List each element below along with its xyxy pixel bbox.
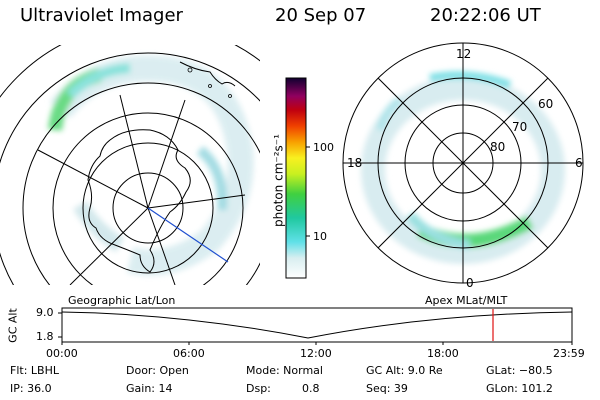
- altitude-tick-1-8: 1.8: [36, 330, 54, 343]
- info-ip: IP: 36.0: [10, 382, 52, 395]
- altitude-curve: [61, 311, 573, 339]
- altitude-tick-9: 9.0: [36, 306, 54, 319]
- geo-aurora: [48, 55, 254, 276]
- info-gain: Gain: 14: [126, 382, 173, 395]
- info-door: Door: Open: [126, 364, 189, 377]
- info-mode: Mode: Normal: [246, 364, 323, 377]
- islands: [187, 67, 232, 98]
- meridian-line: [147, 207, 229, 263]
- south-america-coast: [179, 61, 236, 87]
- info-glat: GLat: −80.5: [486, 364, 553, 377]
- info-glon: GLon: 101.2: [486, 382, 553, 395]
- mlat-label-70: 70: [512, 120, 528, 134]
- colorbar: [285, 77, 310, 279]
- antarctica-coastline: [87, 129, 191, 273]
- geo-lat-grid: [0, 45, 260, 285]
- mlat-label-60: 60: [538, 97, 554, 111]
- apex-map-label: Apex MLat/MLT: [425, 294, 508, 307]
- mlt-label-18: 18: [347, 156, 363, 170]
- info-dsp-value: 0.8: [302, 382, 320, 395]
- info-seq: Seq: 39: [366, 382, 408, 395]
- geographic-map-label: Geographic Lat/Lon: [68, 294, 176, 307]
- info-filter: Flt: LBHL: [10, 364, 59, 377]
- observation-date: 20 Sep 07: [275, 5, 367, 26]
- mlt-label-0: 0: [466, 276, 474, 290]
- geo-lon-grid: [37, 94, 246, 285]
- info-dsp-label: Dsp:: [246, 382, 271, 395]
- colorbar-tick-100: 100: [313, 141, 334, 154]
- mlat-label-80: 80: [490, 140, 506, 154]
- apex-polar-plot: [342, 42, 584, 284]
- time-tick-0600: 06:00: [173, 347, 205, 360]
- observation-time: 20:22:06 UT: [430, 5, 541, 26]
- colorbar-unit-label: photon cm⁻²s⁻¹: [271, 134, 286, 227]
- time-tick-1200: 12:00: [300, 347, 332, 360]
- time-tick-0000: 00:00: [46, 347, 78, 360]
- geographic-map: [0, 45, 260, 285]
- altitude-axis-label: GC Alt: [6, 308, 20, 343]
- mlt-label-12: 12: [456, 47, 472, 61]
- altitude-plot: [58, 307, 573, 345]
- info-gc-alt: GC Alt: 9.0 Re: [366, 364, 443, 377]
- colorbar-tick-10: 10: [313, 230, 327, 243]
- instrument-title: Ultraviolet Imager: [20, 5, 183, 26]
- time-tick-2359: 23:59: [553, 347, 585, 360]
- time-tick-1800: 18:00: [427, 347, 459, 360]
- mlt-label-6: 6: [575, 156, 583, 170]
